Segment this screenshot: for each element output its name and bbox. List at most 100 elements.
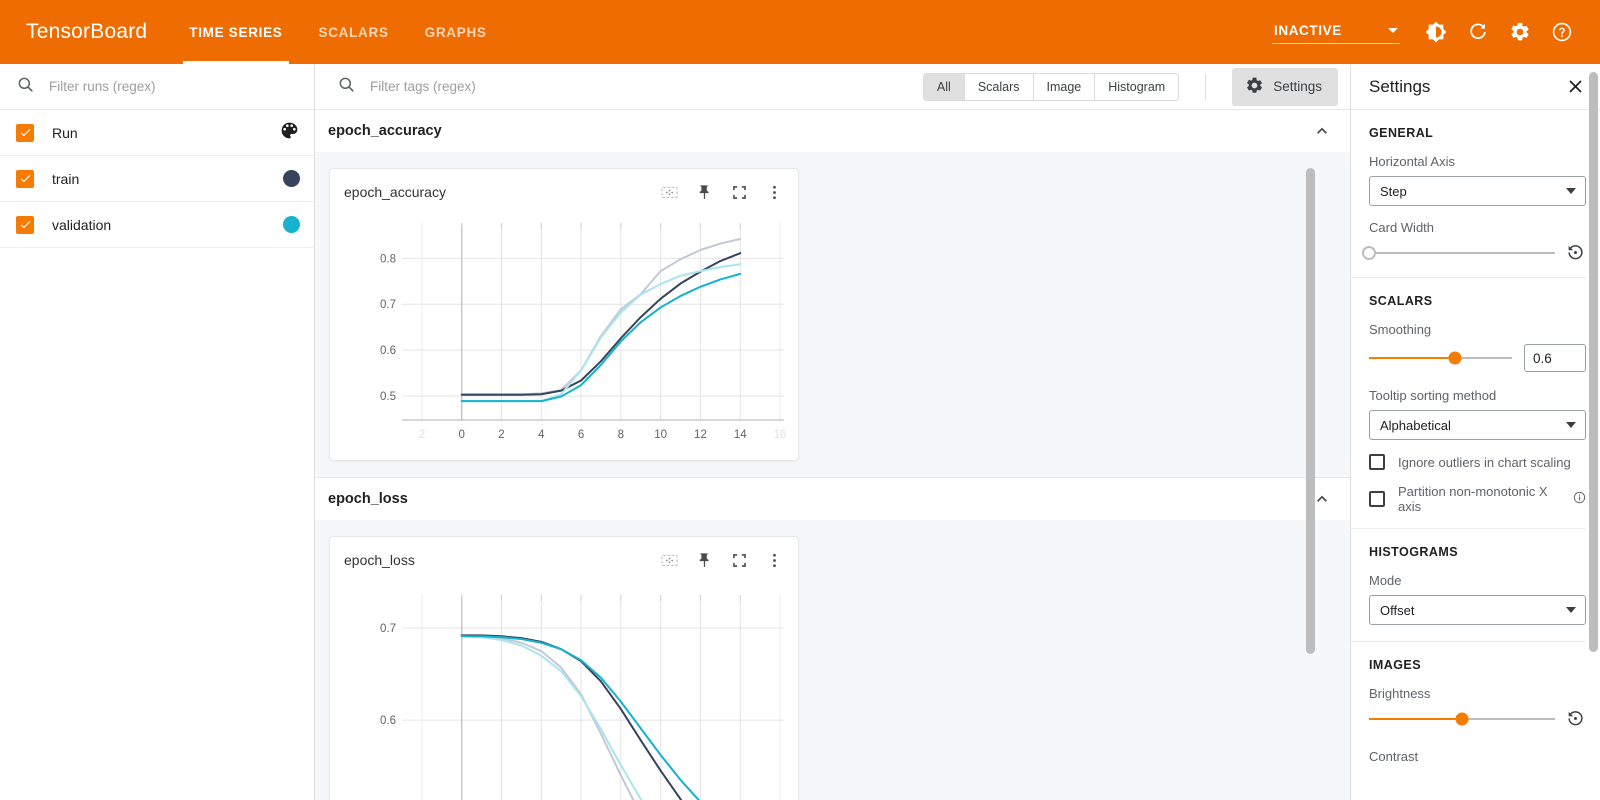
settings-panel-body: GENERAL Horizontal Axis Step Card Width xyxy=(1351,110,1600,800)
svg-text:4: 4 xyxy=(538,429,545,441)
chart-plot-epoch-accuracy[interactable]: 0.5 0.6 0.7 0.8 0 2 4 6 8 10 12 14 2 16 xyxy=(330,215,798,460)
tab-graphs-label: GRAPHS xyxy=(424,24,487,40)
chart-plot-epoch-loss[interactable]: 0.50.60.7 xyxy=(330,583,798,800)
ignore-outliers-checkbox-row[interactable]: Ignore outliers in chart scaling xyxy=(1369,454,1586,470)
toggle-all[interactable]: All xyxy=(923,73,965,100)
tag-group-title-epoch-accuracy: epoch_accuracy xyxy=(328,123,442,139)
tooltip-sort-select[interactable]: Alphabetical xyxy=(1369,410,1586,440)
run-checkbox-validation[interactable] xyxy=(16,215,34,234)
chevron-up-icon[interactable] xyxy=(1312,121,1332,141)
palette-icon[interactable] xyxy=(279,120,300,146)
run-row-validation[interactable]: validation xyxy=(0,202,314,248)
search-icon xyxy=(16,75,35,99)
runs-filter xyxy=(0,64,314,110)
overflow-menu-icon[interactable] xyxy=(765,551,784,570)
close-icon[interactable] xyxy=(1565,76,1586,97)
smoothing-slider[interactable] xyxy=(1369,351,1512,365)
partition-x-axis-label-wrap: Partition non-monotonic X axis xyxy=(1398,484,1586,514)
tooltip-sort-label: Tooltip sorting method xyxy=(1369,388,1497,403)
fullscreen-icon[interactable] xyxy=(730,183,749,202)
contrast-label: Contrast xyxy=(1369,749,1419,764)
svg-text:14: 14 xyxy=(734,429,747,441)
pin-icon[interactable] xyxy=(695,551,714,570)
card-width-slider[interactable] xyxy=(1362,245,1555,260)
card-width-slider-thumb[interactable] xyxy=(1362,245,1376,260)
overflow-menu-icon[interactable] xyxy=(765,183,784,202)
brightness-slider-thumb[interactable] xyxy=(1455,712,1469,725)
chart-card-header-epoch-loss: epoch_loss xyxy=(330,537,798,583)
svg-text:8: 8 xyxy=(618,429,624,441)
tab-graphs[interactable]: GRAPHS xyxy=(407,0,505,64)
svg-text:0.6: 0.6 xyxy=(380,715,396,727)
brightness-slider-row xyxy=(1369,708,1586,729)
settings-panel: Settings GENERAL Horizontal Axis Step xyxy=(1350,64,1600,800)
svg-text:12: 12 xyxy=(694,429,707,441)
histogram-mode-select[interactable]: Offset xyxy=(1369,595,1586,625)
brightness-slider[interactable] xyxy=(1369,712,1555,725)
help-icon[interactable] xyxy=(1542,12,1582,52)
settings-button-label: Settings xyxy=(1273,79,1322,94)
settings-section-scalars: SCALARS Smoothing 0.6 Tooltip sorting me… xyxy=(1351,278,1586,529)
tag-group-header-epoch-accuracy[interactable]: epoch_accuracy xyxy=(315,110,1350,152)
settings-button[interactable]: Settings xyxy=(1232,67,1338,106)
toolbar-divider xyxy=(1205,73,1207,100)
brightness-label: Brightness xyxy=(1369,686,1431,701)
tags-filter-input[interactable] xyxy=(368,78,911,95)
svg-text:6: 6 xyxy=(578,429,584,441)
fit-domain-icon[interactable] xyxy=(660,551,679,570)
partition-x-axis-checkbox[interactable] xyxy=(1369,491,1385,507)
header-actions: INACTIVE xyxy=(1272,12,1600,52)
chart-card-title-epoch-accuracy: epoch_accuracy xyxy=(344,184,446,200)
run-status-select[interactable]: INACTIVE xyxy=(1272,21,1400,44)
tag-group-body-epoch-accuracy: epoch_accuracy xyxy=(315,152,1350,477)
tag-group-title-epoch-loss: epoch_loss xyxy=(328,491,408,507)
chevron-up-icon[interactable] xyxy=(1312,489,1332,509)
chart-card-title-epoch-loss: epoch_loss xyxy=(344,552,415,568)
run-row-run[interactable]: Run xyxy=(0,110,314,156)
svg-text:2: 2 xyxy=(419,429,425,441)
tooltip-sort-value: Alphabetical xyxy=(1380,417,1451,433)
toggle-image[interactable]: Image xyxy=(1033,73,1096,100)
main-content: All Scalars Image Histogram Settings xyxy=(315,64,1350,800)
search-icon xyxy=(337,75,356,99)
run-color-dot-validation[interactable] xyxy=(283,216,300,233)
gear-icon[interactable] xyxy=(1500,12,1540,52)
toggle-histogram[interactable]: Histogram xyxy=(1095,73,1179,100)
partition-x-axis-checkbox-row[interactable]: Partition non-monotonic X axis xyxy=(1369,484,1586,514)
run-row-train[interactable]: train xyxy=(0,156,314,202)
runs-sidebar: Run train validation xyxy=(0,64,315,800)
fullscreen-icon[interactable] xyxy=(730,551,749,570)
run-color-dot-train[interactable] xyxy=(283,170,300,187)
refresh-icon[interactable] xyxy=(1458,12,1498,52)
settings-section-images: IMAGES Brightness xyxy=(1351,642,1586,778)
smoothing-slider-thumb[interactable] xyxy=(1448,351,1462,365)
app-body: Run train validation xyxy=(0,64,1600,800)
app-header: TensorBoard TIME SERIES SCALARS GRAPHS I… xyxy=(0,0,1600,64)
reset-brightness-icon[interactable] xyxy=(1565,708,1586,729)
smoothing-value-input[interactable]: 0.6 xyxy=(1524,344,1586,372)
cards-scroll-area[interactable]: epoch_accuracy epoch_accuracy xyxy=(315,110,1350,800)
chevron-down-icon xyxy=(1388,27,1398,33)
svg-text:0: 0 xyxy=(459,429,465,441)
fit-domain-icon[interactable] xyxy=(660,183,679,202)
main-vertical-scrollbar[interactable] xyxy=(1306,168,1315,654)
runs-filter-input[interactable] xyxy=(47,78,300,95)
smoothing-label: Smoothing xyxy=(1369,322,1432,337)
settings-vertical-scrollbar[interactable] xyxy=(1589,72,1598,652)
tags-toolbar: All Scalars Image Histogram Settings xyxy=(315,64,1350,110)
tag-group-header-epoch-loss[interactable]: epoch_loss xyxy=(315,478,1350,520)
horizontal-axis-value: Step xyxy=(1380,183,1407,199)
tab-time-series[interactable]: TIME SERIES xyxy=(171,0,300,64)
horizontal-axis-select[interactable]: Step xyxy=(1369,176,1586,206)
info-icon[interactable] xyxy=(1573,491,1586,507)
settings-section-general: GENERAL Horizontal Axis Step Card Width xyxy=(1351,110,1586,278)
run-checkbox-train[interactable] xyxy=(16,169,34,188)
run-checkbox-run[interactable] xyxy=(16,123,34,142)
pin-icon[interactable] xyxy=(695,183,714,202)
ignore-outliers-checkbox[interactable] xyxy=(1369,454,1385,470)
toggle-scalars[interactable]: Scalars xyxy=(964,73,1034,100)
reset-card-width-icon[interactable] xyxy=(1565,242,1586,263)
tab-scalars[interactable]: SCALARS xyxy=(301,0,407,64)
brightness-icon[interactable] xyxy=(1416,12,1456,52)
